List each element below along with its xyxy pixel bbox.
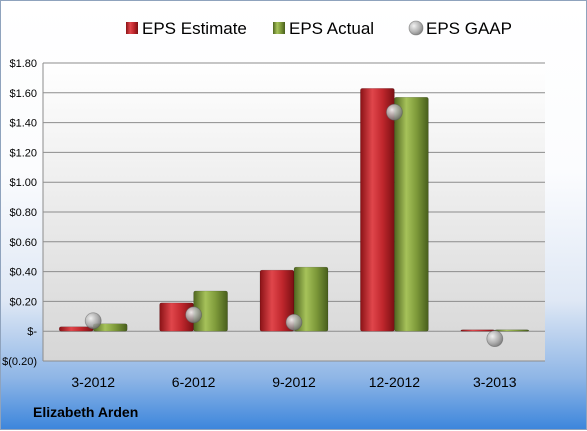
- y-tick-label: $1.20: [9, 147, 37, 159]
- gaap-marker: [84, 312, 102, 330]
- y-tick-label: $0.80: [9, 207, 37, 219]
- legend-swatch-eps-gaap: [408, 20, 424, 36]
- gaap-marker: [385, 103, 403, 121]
- y-tick-label: $1.00: [9, 177, 37, 189]
- x-tick-label: 6-2012: [172, 374, 216, 390]
- x-tick-label: 9-2012: [272, 374, 316, 390]
- legend: EPS Estimate EPS Actual EPS GAAP: [126, 19, 512, 38]
- x-tick-label: 3-2013: [473, 374, 517, 390]
- y-tick-label: $0.60: [9, 237, 37, 249]
- y-tick-label: $1.60: [9, 88, 37, 100]
- x-tick-label: 3-2012: [71, 374, 115, 390]
- bar-eps-actual: [494, 329, 530, 332]
- company-label: Elizabeth Arden: [33, 404, 139, 420]
- gridlines: [43, 62, 545, 362]
- bar-eps-actual: [394, 97, 429, 332]
- legend-swatch-eps-actual: [273, 22, 285, 34]
- y-tick-label: $1.40: [9, 118, 37, 130]
- gaap-marker: [486, 330, 504, 348]
- bar-eps-actual: [293, 266, 329, 332]
- y-tick-label: $0.20: [9, 296, 37, 308]
- y-tick-label: $-: [27, 326, 37, 338]
- y-tick-label: $0.40: [9, 267, 37, 279]
- bar-eps-estimate: [360, 88, 395, 332]
- y-tick-label: $(0.20): [2, 356, 37, 368]
- x-axis: 3-2012 6-2012 9-2012 12-2012 3-2013: [71, 374, 516, 390]
- gaap-markers: [84, 103, 504, 348]
- legend-label-eps-actual: EPS Actual: [289, 19, 374, 38]
- legend-swatch-eps-estimate: [126, 22, 138, 34]
- x-tick-label: 12-2012: [369, 374, 421, 390]
- bar-eps-estimate: [460, 329, 496, 332]
- legend-label-eps-estimate: EPS Estimate: [142, 19, 247, 38]
- bars: [58, 88, 530, 332]
- y-tick-label: $1.80: [9, 58, 37, 70]
- y-axis: $1.80 $1.60 $1.40 $1.20 $1.00 $0.80 $0.60 $0.40…: [2, 58, 44, 368]
- gaap-marker: [185, 306, 203, 324]
- gaap-marker: [285, 313, 303, 331]
- legend-label-eps-gaap: EPS GAAP: [426, 19, 512, 38]
